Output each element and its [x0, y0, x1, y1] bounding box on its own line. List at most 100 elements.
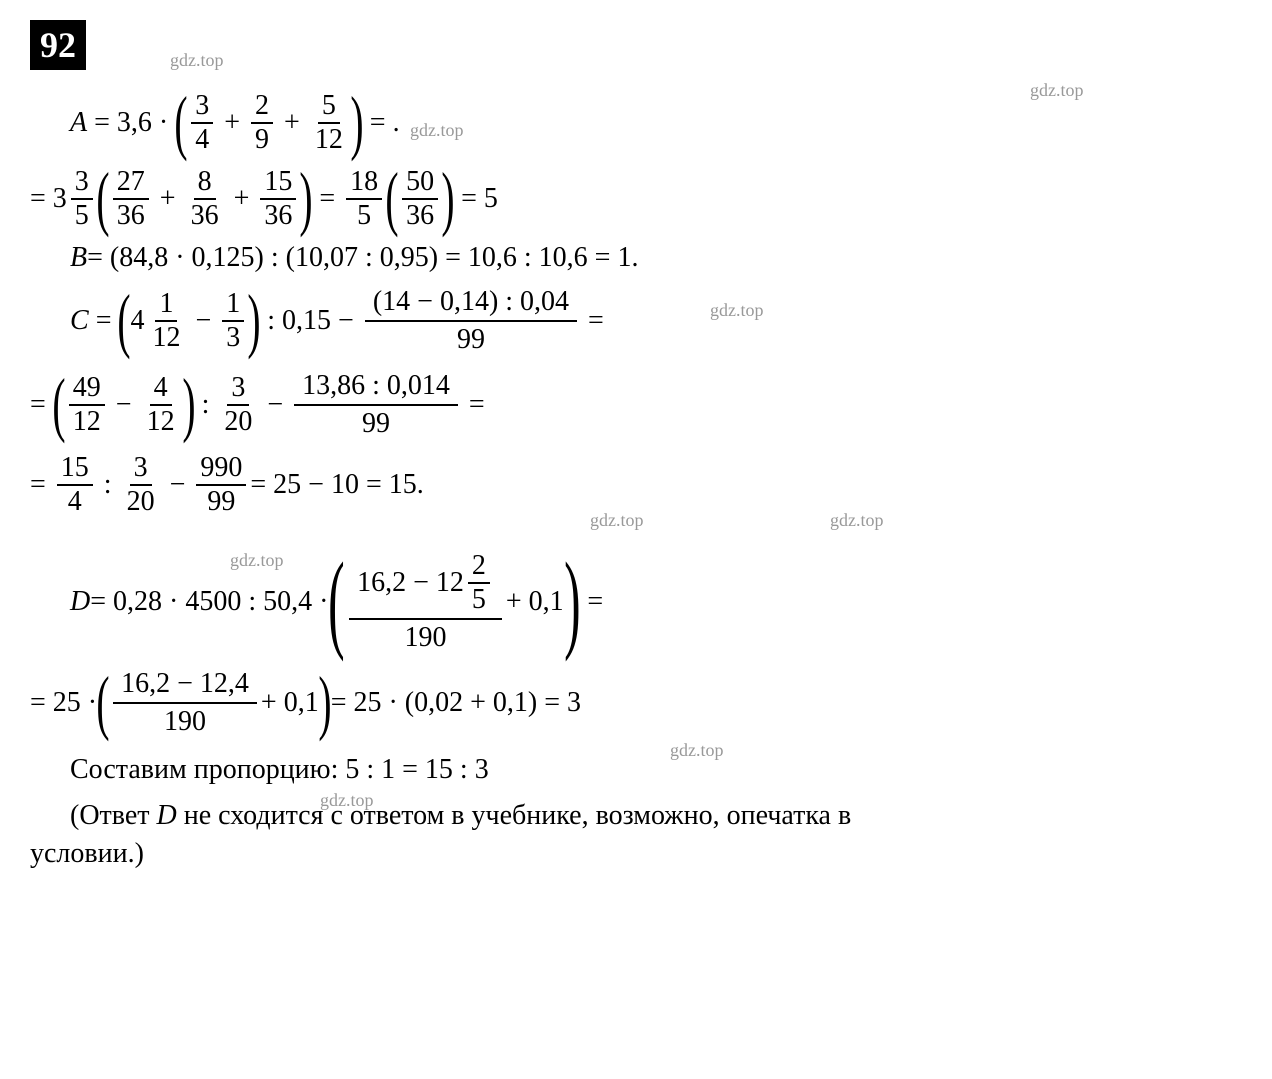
- denominator: 20: [220, 406, 256, 438]
- colon: :: [260, 305, 282, 337]
- fraction: 18 5: [346, 166, 382, 232]
- numerator: 1: [222, 288, 244, 322]
- equals: = .: [363, 107, 400, 139]
- cdot: ·: [152, 107, 175, 139]
- denominator: 36: [113, 200, 149, 232]
- numerator: 13,86 : 0,014: [294, 368, 458, 406]
- numerator: 27: [113, 166, 149, 200]
- fraction: 15 36: [260, 166, 296, 232]
- denominator: 4: [191, 124, 213, 156]
- denominator: 5: [353, 200, 375, 232]
- denominator: 36: [187, 200, 223, 232]
- fraction: 1 12: [148, 288, 184, 354]
- denominator: 12: [69, 406, 105, 438]
- whole: 3: [53, 183, 67, 215]
- num-part1: 16,2 − 12: [357, 567, 464, 599]
- equation-a-line1: A = 3,6 · ( 3 4 + 2 9 + 5 12 ) = .: [30, 90, 1242, 156]
- prefix: = 0,28 · 4500 : 50,4 ·: [90, 586, 328, 618]
- numerator: (14 − 0,14) : 0,04: [365, 284, 577, 322]
- lparen-icon: (: [175, 92, 188, 153]
- fraction: 3 4: [191, 90, 213, 156]
- equals: =: [462, 389, 485, 421]
- denominator: 9: [251, 124, 273, 156]
- var-d: D: [70, 586, 90, 618]
- numerator: 1: [155, 288, 177, 322]
- whole: 4: [130, 305, 144, 337]
- colon: :: [97, 469, 119, 501]
- numerator: 49: [69, 372, 105, 406]
- denominator: 12: [143, 406, 179, 438]
- numerator: 15: [260, 166, 296, 200]
- equals: =: [454, 183, 484, 215]
- denominator: 5: [468, 584, 490, 616]
- var-a: A: [70, 107, 87, 139]
- plus: +: [227, 183, 257, 215]
- fraction: 3 20: [123, 452, 159, 518]
- equation-d-line1: D = 0,28 · 4500 : 50,4 · ( 16,2 − 12 2 5…: [30, 548, 1242, 656]
- prefix2: = 25 ·: [30, 687, 97, 719]
- rparen-icon: ): [442, 168, 455, 229]
- var-d: D: [157, 800, 177, 831]
- mixed-number: 3 3 5: [53, 166, 97, 232]
- denominator: 99: [203, 486, 239, 518]
- conclusion-line2: (Ответ D не сходится с ответом в учебник…: [70, 800, 1242, 832]
- fraction: 8 36: [187, 166, 223, 232]
- equation-a-line2: = 3 3 5 ( 27 36 + 8 36 + 15 36 ) = 18 5 …: [30, 166, 1242, 232]
- tail: = 25 · (0,02 + 0,1) = 3: [331, 687, 581, 719]
- equals: =: [30, 183, 53, 215]
- denominator: 4: [64, 486, 86, 518]
- equals: =: [580, 586, 603, 618]
- equals: =: [89, 305, 119, 337]
- lparen-icon: (: [52, 374, 65, 435]
- fraction: 1 3: [222, 288, 244, 354]
- mixed-number: 4 1 12: [130, 288, 188, 354]
- equals: =: [87, 107, 117, 139]
- expression: = (84,8 · 0,125) : (10,07 : 0,95) = 10,6…: [87, 242, 638, 274]
- fraction: 15 4: [57, 452, 93, 518]
- rparen-icon: ): [182, 374, 195, 435]
- equals: =: [30, 389, 53, 421]
- numerator: 16,2 − 12 2 5: [349, 548, 502, 620]
- minus: −: [260, 389, 290, 421]
- lparen-icon: (: [329, 555, 345, 649]
- lparen-icon: (: [96, 168, 109, 229]
- plus: +: [217, 107, 247, 139]
- watermark-text: gdz.top: [670, 740, 724, 761]
- equals: =: [312, 183, 342, 215]
- plus-part: + 0,1: [506, 586, 564, 618]
- numerator: 50: [402, 166, 438, 200]
- numerator: 4: [150, 372, 172, 406]
- denominator: 190: [396, 620, 454, 656]
- rparen-icon: ): [318, 672, 331, 733]
- rparen-icon: ): [300, 168, 313, 229]
- divisor: 0,15: [282, 305, 331, 337]
- var-b: B: [70, 242, 87, 274]
- lparen-icon: (: [97, 672, 110, 733]
- equation-c-line2: = ( 49 12 − 4 12 ) : 3 20 − 13,86 : 0,01…: [30, 368, 1242, 442]
- complex-fraction: 16,2 − 12 2 5 190: [349, 548, 502, 656]
- tail: = 25 − 10 = 15.: [250, 469, 423, 501]
- numerator: 3: [130, 452, 152, 486]
- numerator: 3: [227, 372, 249, 406]
- numerator: 5: [318, 90, 340, 124]
- fraction: 4 12: [143, 372, 179, 438]
- numerator: 18: [346, 166, 382, 200]
- equation-d-line2: = 25 · ( 16,2 − 12,4 190 + 0,1 ) = 25 · …: [30, 666, 1242, 740]
- prefix: (Ответ: [70, 800, 157, 831]
- minus: −: [331, 305, 361, 337]
- denominator: 36: [260, 200, 296, 232]
- rparen-icon: ): [350, 92, 363, 153]
- colon: :: [195, 389, 217, 421]
- numerator: 8: [194, 166, 216, 200]
- mid: не сходится с ответом в учебнике, возмож…: [177, 800, 851, 831]
- denominator: 99: [354, 406, 398, 442]
- denominator: 3: [222, 322, 244, 354]
- factor: 3,6: [117, 107, 152, 139]
- lparen-icon: (: [386, 168, 399, 229]
- denominator: 99: [449, 322, 493, 358]
- rparen-icon: ): [564, 555, 580, 649]
- denominator: 20: [123, 486, 159, 518]
- numerator: 15: [57, 452, 93, 486]
- fraction: 27 36: [113, 166, 149, 232]
- fraction: 2 5: [468, 550, 490, 616]
